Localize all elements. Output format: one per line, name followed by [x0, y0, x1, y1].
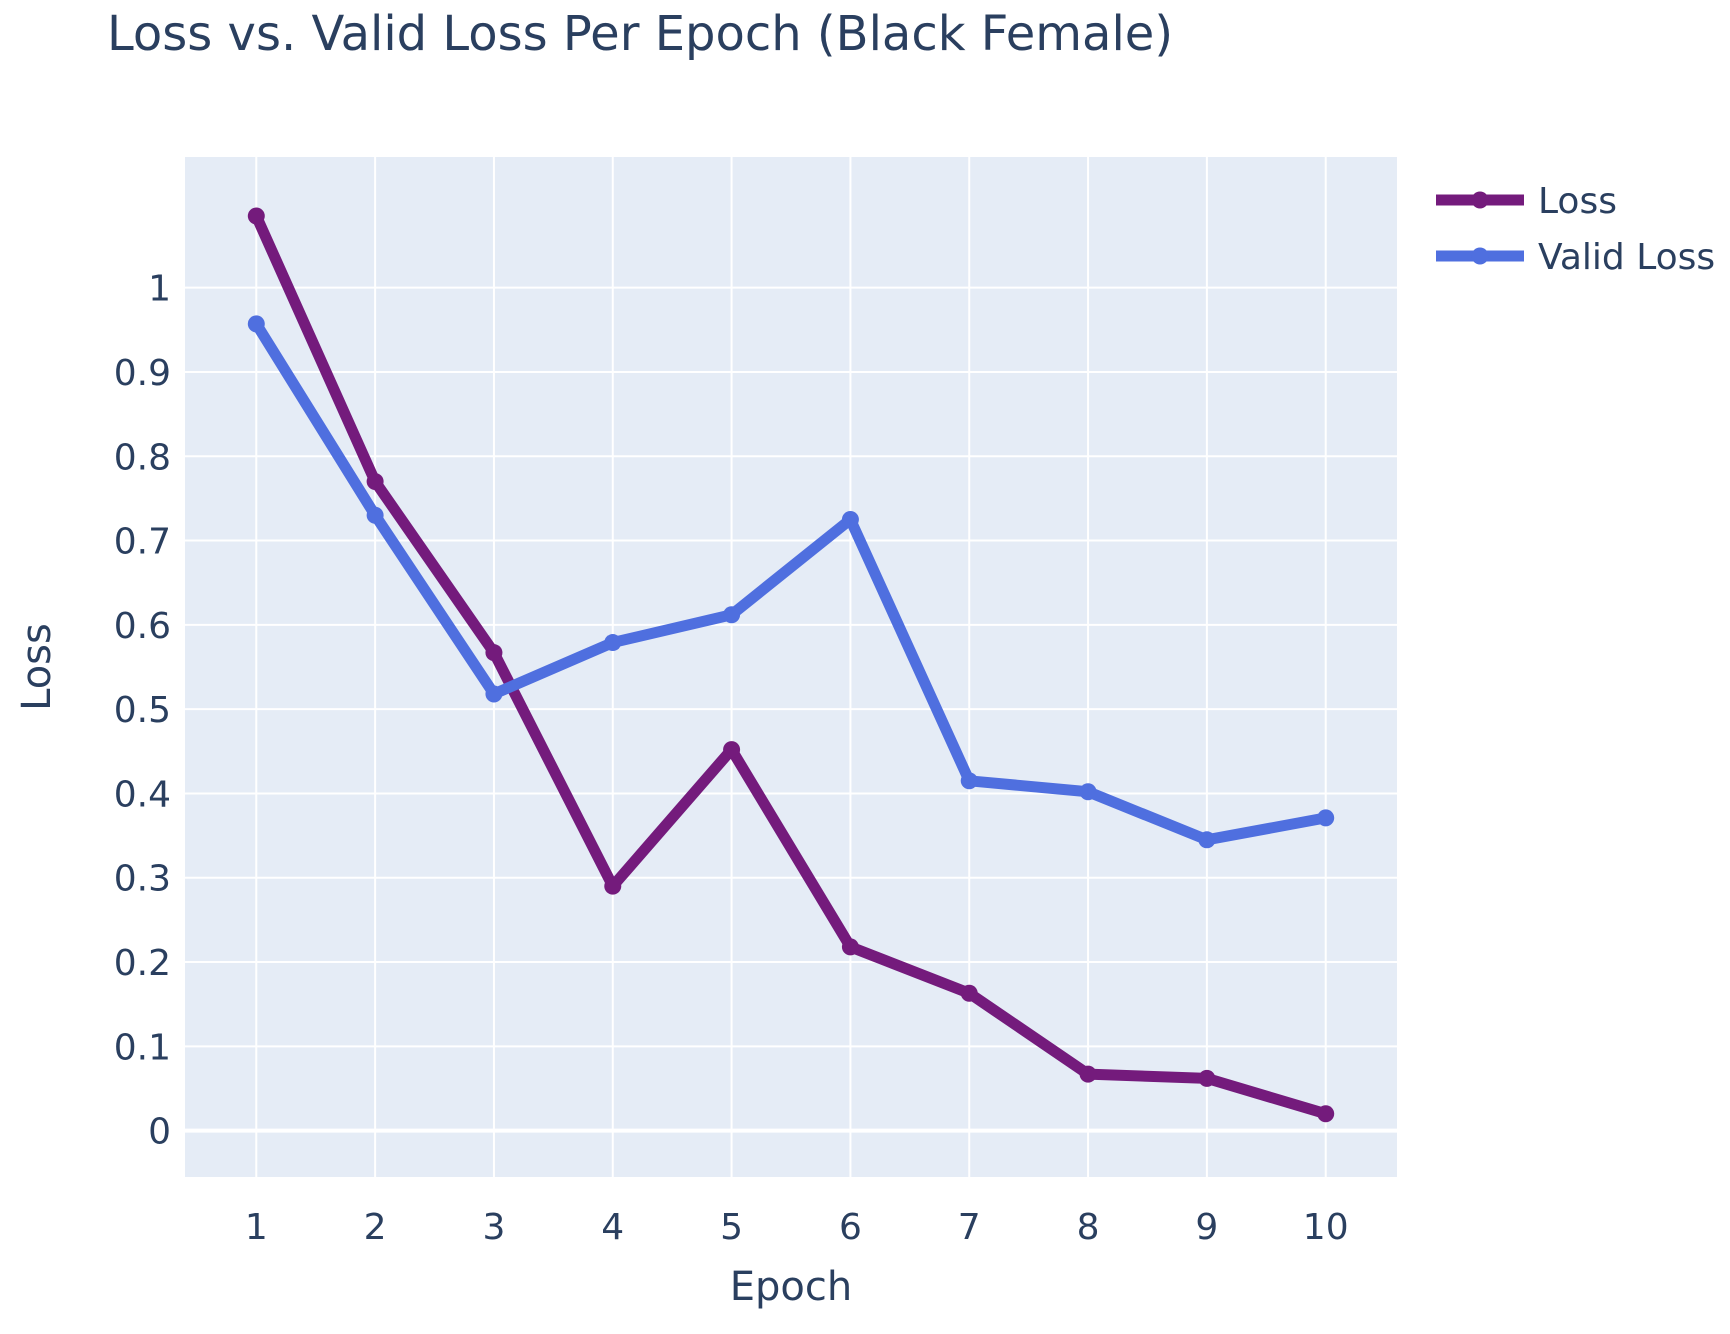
legend-label: Valid Loss	[1538, 237, 1715, 278]
y-tick-label: 0.1	[114, 1027, 171, 1068]
y-tick-label: 0.5	[114, 690, 171, 731]
y-gridlines	[185, 286, 1397, 1133]
data-point-loss	[366, 473, 384, 491]
data-point-valid-loss	[247, 315, 265, 333]
legend: Loss Valid Loss	[1436, 181, 1715, 278]
x-tick-label: 4	[601, 1207, 624, 1248]
x-tick-label: 6	[839, 1207, 862, 1248]
legend-swatch-marker	[1471, 247, 1489, 265]
series-layer	[247, 207, 1335, 1123]
x-tick-label: 1	[245, 1207, 268, 1248]
x-tick-labels: 1 2 3 4 5 6 7 8 9 10	[245, 1207, 1349, 1248]
data-point-loss	[960, 984, 978, 1002]
series-line-loss	[250, 210, 1332, 1120]
legend-item[interactable]: Loss	[1436, 181, 1617, 222]
data-point-valid-loss	[1317, 809, 1335, 827]
data-point-valid-loss	[604, 634, 622, 652]
x-tick-label: 2	[364, 1207, 387, 1248]
chart-title: Loss vs. Valid Loss Per Epoch (Black Fem…	[107, 6, 1173, 62]
legend-item[interactable]: Valid Loss	[1436, 237, 1715, 278]
plot-area	[185, 157, 1397, 1177]
series-line-valid-loss	[250, 318, 1332, 846]
data-point-valid-loss	[366, 506, 384, 524]
y-tick-label: 0.8	[114, 437, 171, 478]
y-tick-label: 0.2	[114, 943, 171, 984]
data-point-valid-loss	[960, 772, 978, 790]
y-tick-labels: 0 0.1 0.2 0.3 0.4 0.5 0.6 0.7 0.8 0.9 1	[114, 269, 171, 1153]
data-point-loss	[1317, 1105, 1335, 1123]
x-gridlines	[255, 157, 1327, 1177]
y-tick-label: 1	[148, 269, 171, 310]
x-tick-label: 8	[1077, 1207, 1100, 1248]
y-tick-label: 0.3	[114, 859, 171, 900]
y-tick-label: 0	[148, 1112, 171, 1153]
y-tick-label: 0.9	[114, 353, 171, 394]
x-tick-label: 7	[958, 1207, 981, 1248]
data-point-loss	[841, 938, 859, 956]
data-point-valid-loss	[1198, 831, 1216, 849]
x-axis-label: Epoch	[730, 1264, 852, 1310]
data-point-valid-loss	[1079, 783, 1097, 801]
legend-swatch-marker	[1471, 191, 1489, 209]
data-point-loss	[485, 644, 503, 662]
x-tick-label: 3	[482, 1207, 505, 1248]
x-tick-label: 9	[1195, 1207, 1218, 1248]
data-point-valid-loss	[841, 510, 859, 528]
x-tick-label: 10	[1303, 1207, 1349, 1248]
y-tick-label: 0.6	[114, 606, 171, 647]
data-point-loss	[247, 207, 265, 225]
data-point-valid-loss	[723, 606, 741, 624]
legend-label: Loss	[1538, 181, 1617, 222]
y-tick-label: 0.4	[114, 774, 171, 815]
y-tick-label: 0.7	[114, 522, 171, 563]
data-point-valid-loss	[485, 685, 503, 703]
data-point-loss	[604, 877, 622, 895]
y-axis-label: Loss	[14, 623, 60, 711]
data-point-loss	[1198, 1069, 1216, 1087]
data-point-loss	[1079, 1065, 1097, 1083]
x-tick-label: 5	[720, 1207, 743, 1248]
data-point-loss	[723, 741, 741, 759]
